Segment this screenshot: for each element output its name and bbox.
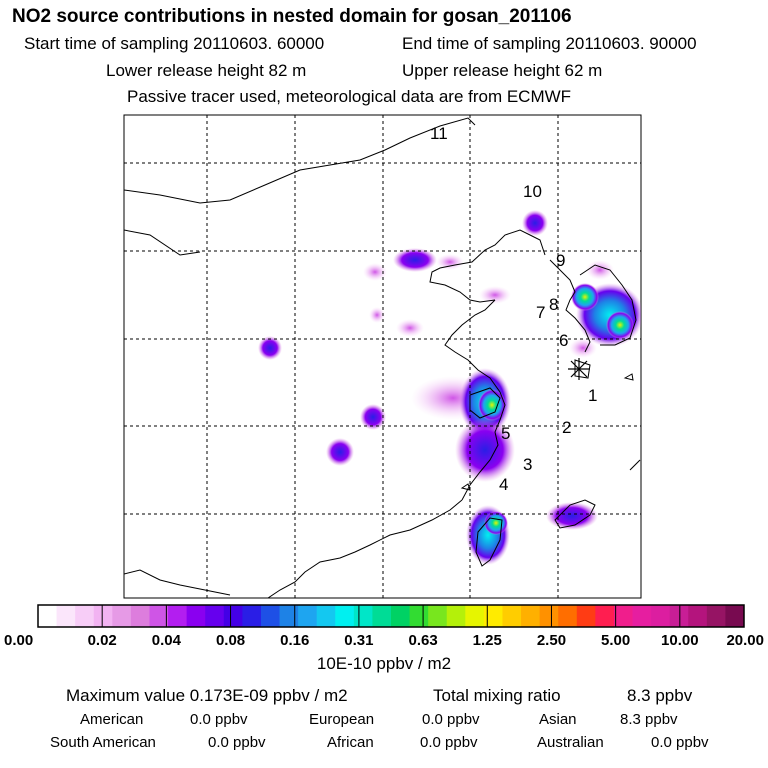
colorbar (38, 605, 745, 627)
colorbar-segment (205, 605, 225, 627)
upper-release-text: Upper release height 62 m (402, 61, 603, 80)
colorbar-segment (725, 605, 745, 627)
colorbar-segment (242, 605, 262, 627)
region-name-american: American (80, 711, 144, 728)
region-value-european: 0.0 ppbv (422, 711, 480, 728)
colorbar-segment (353, 605, 373, 627)
colorbar-tick-label: 2.50 (537, 632, 566, 649)
region-label: 7 (536, 303, 545, 322)
colorbar-tick-label: 0.08 (216, 632, 245, 649)
colorbar-segment (502, 605, 522, 627)
region-label: 1 (588, 386, 597, 405)
region-labels: 1 2 3 4 5 6 7 8 9 10 11 (430, 124, 597, 494)
colorbar-segment (409, 605, 429, 627)
region-name-south-american: South American (50, 734, 156, 751)
colorbar-tick-label: 0.16 (280, 632, 309, 649)
total-mixing-value: 8.3 ppbv (627, 686, 693, 705)
colorbar-segment (316, 605, 336, 627)
region-label: 4 (499, 475, 508, 494)
lat-lon-grid (124, 115, 641, 598)
colorbar-segment (93, 605, 113, 627)
colorbar-segment (613, 605, 634, 627)
colorbar-segment (186, 605, 206, 627)
page-title: NO2 source contributions in nested domai… (12, 6, 572, 27)
total-mixing-label: Total mixing ratio (433, 686, 561, 705)
start-time-text: Start time of sampling 20110603. 60000 (24, 34, 325, 53)
colorbar-segment (688, 605, 708, 627)
colorbar-segment (483, 605, 503, 627)
colorbar-tick-label: 0.31 (344, 632, 373, 649)
colorbar-segment (465, 605, 485, 627)
region-label: 3 (523, 455, 532, 474)
colorbar-segment (56, 605, 76, 627)
max-value-text: Maximum value 0.173E-09 ppbv / m2 (66, 686, 348, 705)
colorbar-segment (38, 605, 58, 627)
colorbar-tick-label: 0.00 (4, 632, 33, 649)
lower-release-text: Lower release height 82 m (106, 61, 307, 80)
region-value-american: 0.0 ppbv (190, 711, 248, 728)
region-name-asian: Asian (539, 711, 577, 728)
region-value-african: 0.0 ppbv (420, 734, 478, 751)
colorbar-segment (539, 605, 559, 627)
colorbar-tick-label: 1.25 (473, 632, 502, 649)
colorbar-tick-label: 0.63 (408, 632, 437, 649)
colorbar-tick-label: 0.02 (88, 632, 117, 649)
colorbar-segment (112, 605, 132, 627)
colorbar-tick-label: 0.04 (152, 632, 182, 649)
colorbar-segment (669, 605, 689, 627)
colorbar-segment (223, 605, 243, 627)
asterisk-icon (568, 358, 590, 380)
colorbar-segment (391, 605, 411, 627)
region-label: 8 (549, 295, 558, 314)
colorbar-segment (595, 605, 615, 627)
colorbar-segment (632, 605, 652, 627)
region-value-australian: 0.0 ppbv (651, 734, 709, 751)
region-label: 6 (559, 331, 568, 350)
colorbar-segment (651, 605, 671, 627)
region-label: 10 (523, 182, 542, 201)
colorbar-segment (372, 605, 392, 627)
colorbar-segment (706, 605, 726, 627)
colorbar-segment (168, 605, 188, 627)
region-label: 9 (556, 251, 565, 270)
colorbar-tick-label: 5.00 (601, 632, 630, 649)
colorbar-segment (576, 605, 596, 627)
region-name-australian: Australian (537, 734, 604, 751)
colorbar-unit: 10E-10 ppbv / m2 (316, 654, 452, 673)
colorbar-segment (335, 605, 355, 627)
region-label: 2 (562, 418, 571, 437)
colorbar-segment (149, 605, 169, 627)
region-name-european: European (309, 711, 375, 728)
region-label: 11 (430, 124, 448, 143)
region-name-african: African (327, 734, 374, 751)
colorbar-segment (130, 605, 150, 627)
colorbar-segment (260, 605, 281, 627)
region-value-south-american: 0.0 ppbv (208, 734, 266, 751)
region-label: 5 (501, 424, 510, 443)
colorbar-segment (521, 605, 541, 627)
colorbar-segment (558, 605, 578, 627)
colorbar-segment (298, 605, 318, 627)
colorbar-segment (279, 605, 299, 627)
colorbar-segment (75, 605, 95, 627)
colorbar-segment (428, 605, 448, 627)
colorbar-tick-label: 10.00 (661, 632, 699, 649)
colorbar-tick-label: 20.00 (726, 632, 764, 649)
colorbar-segment (446, 605, 466, 627)
region-value-asian: 8.3 ppbv (620, 711, 678, 728)
end-time-text: End time of sampling 20110603. 90000 (402, 34, 697, 53)
coastlines (124, 117, 641, 598)
tracer-note-text: Passive tracer used, meteorological data… (127, 87, 572, 106)
